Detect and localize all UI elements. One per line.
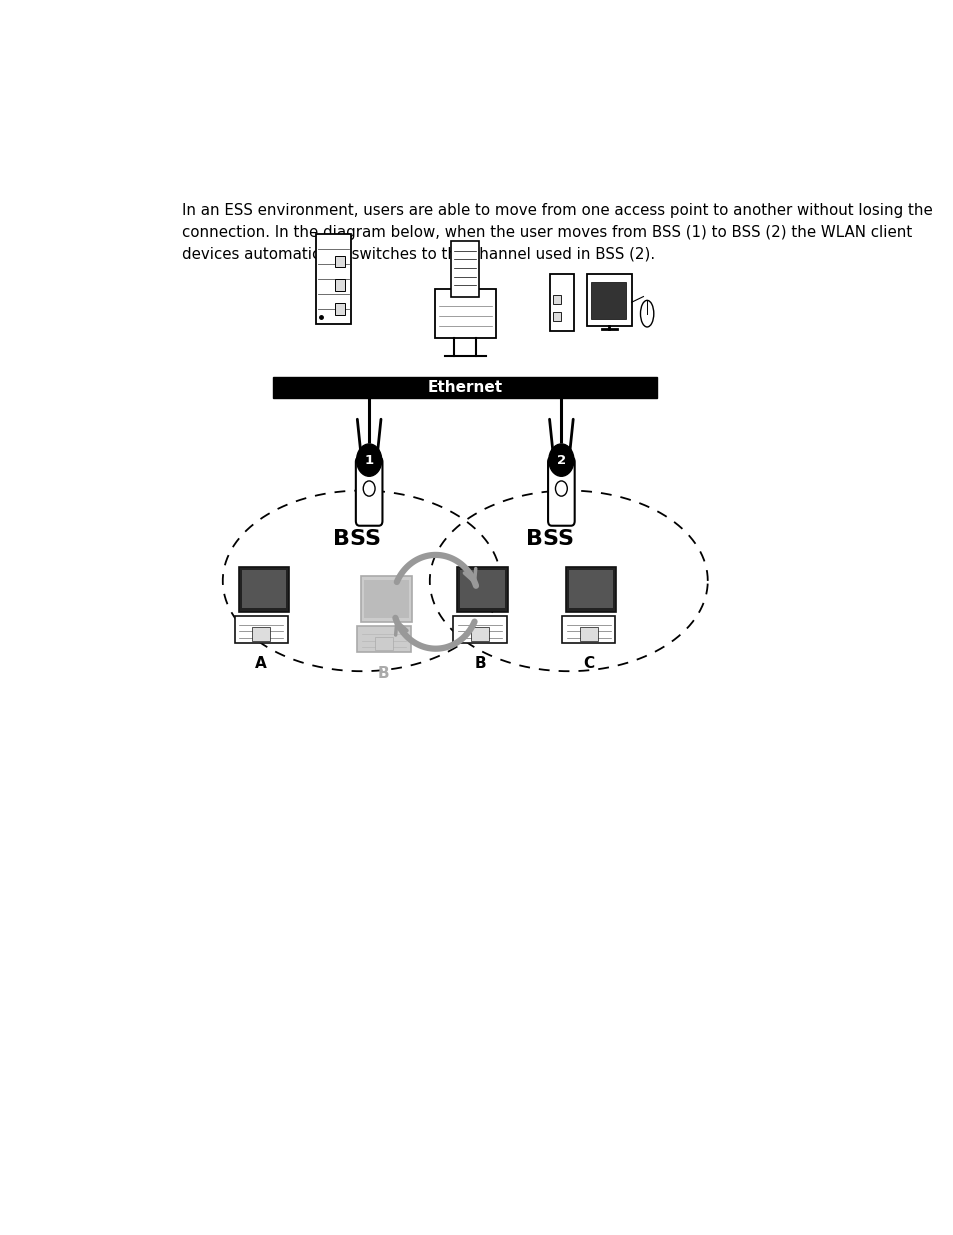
Text: C: C xyxy=(582,656,594,671)
FancyBboxPatch shape xyxy=(451,241,478,296)
FancyBboxPatch shape xyxy=(355,457,382,526)
Text: BSS: BSS xyxy=(525,529,573,548)
FancyBboxPatch shape xyxy=(375,637,393,651)
Polygon shape xyxy=(569,571,613,609)
FancyBboxPatch shape xyxy=(357,626,410,652)
FancyBboxPatch shape xyxy=(552,295,560,304)
FancyBboxPatch shape xyxy=(273,378,657,399)
FancyBboxPatch shape xyxy=(587,274,631,326)
FancyBboxPatch shape xyxy=(471,627,488,641)
Text: 2: 2 xyxy=(557,453,565,467)
FancyBboxPatch shape xyxy=(234,616,288,642)
Text: B: B xyxy=(377,666,390,680)
FancyBboxPatch shape xyxy=(550,274,574,331)
FancyBboxPatch shape xyxy=(335,279,345,291)
Text: A: A xyxy=(255,656,267,671)
Circle shape xyxy=(555,480,567,496)
FancyBboxPatch shape xyxy=(335,304,345,315)
FancyBboxPatch shape xyxy=(453,616,506,642)
Polygon shape xyxy=(456,567,507,613)
FancyBboxPatch shape xyxy=(561,616,615,642)
Circle shape xyxy=(548,443,574,477)
Text: B: B xyxy=(474,656,485,671)
Polygon shape xyxy=(460,571,504,609)
Text: Ethernet: Ethernet xyxy=(427,380,502,395)
FancyBboxPatch shape xyxy=(579,627,597,641)
Polygon shape xyxy=(565,567,616,613)
FancyBboxPatch shape xyxy=(552,311,560,321)
Polygon shape xyxy=(364,580,408,618)
FancyBboxPatch shape xyxy=(315,233,351,324)
Text: In an ESS environment, users are able to move from one access point to another w: In an ESS environment, users are able to… xyxy=(182,204,932,262)
Polygon shape xyxy=(361,576,411,621)
Polygon shape xyxy=(241,571,286,609)
Polygon shape xyxy=(238,567,289,613)
Circle shape xyxy=(356,443,381,477)
FancyBboxPatch shape xyxy=(435,289,495,338)
FancyBboxPatch shape xyxy=(547,457,574,526)
Ellipse shape xyxy=(639,300,653,327)
FancyBboxPatch shape xyxy=(590,283,626,320)
Text: BSS: BSS xyxy=(333,529,381,548)
Circle shape xyxy=(363,480,375,496)
FancyBboxPatch shape xyxy=(252,627,270,641)
FancyBboxPatch shape xyxy=(335,256,345,267)
Text: 1: 1 xyxy=(364,453,374,467)
